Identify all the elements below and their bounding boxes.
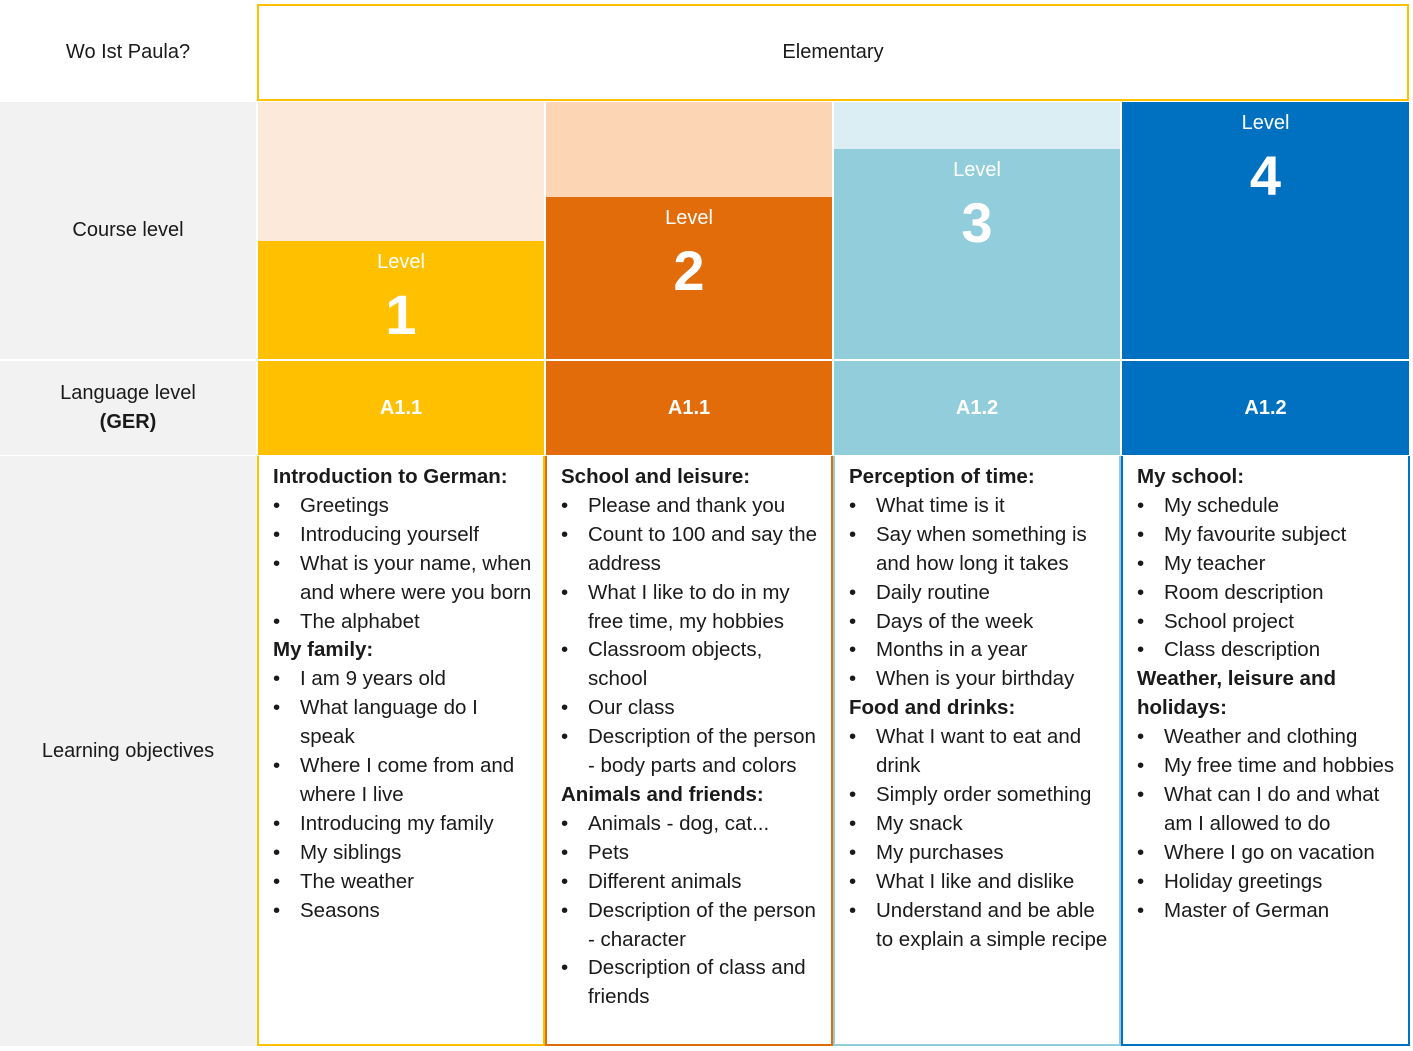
section-title: Perception of time: xyxy=(849,465,1035,488)
section-title: School and leisure: xyxy=(561,465,751,488)
section-title: Weather, leisure and holidays: xyxy=(1137,667,1337,720)
objective-item: My snack xyxy=(849,810,1119,839)
objectives-level-3: Perception of time: What time is it Say … xyxy=(833,456,1121,1046)
ger-level-4: A1.2 xyxy=(1122,361,1409,455)
ger-level-3-value: A1.2 xyxy=(955,396,999,419)
course-level-label: Course level xyxy=(72,219,184,241)
section-title: Introduction to German: xyxy=(273,465,508,488)
section-title: My school: xyxy=(1137,465,1245,488)
ger-level-1: A1.1 xyxy=(258,361,544,455)
ger-level-2-value: A1.1 xyxy=(667,396,711,419)
objectives-level-1: Introduction to German: Greetings Introd… xyxy=(257,456,545,1046)
language-level-label: Language level xyxy=(60,382,196,404)
objective-item: When is your birthday xyxy=(849,665,1119,694)
objective-item: Days of the week xyxy=(849,608,1119,637)
objective-item: My purchases xyxy=(849,839,1119,868)
objectives-level-2: School and leisure: Please and thank you… xyxy=(545,456,833,1046)
objective-item: Months in a year xyxy=(849,636,1119,665)
level-2-block: Level 2 xyxy=(546,197,832,359)
ger-level-1-value: A1.1 xyxy=(379,396,423,419)
objective-item: Classroom objects, school xyxy=(561,636,831,694)
objective-item: What I like to do in my free time, my ho… xyxy=(561,579,831,637)
row-header-course-level: Course level xyxy=(0,102,256,359)
objective-item: Animals - dog, cat... xyxy=(561,810,831,839)
section-title: Food and drinks: xyxy=(849,696,1016,720)
ger-level-2: A1.1 xyxy=(546,361,832,455)
objective-list: Greetings Introducing yourself What is y… xyxy=(273,492,543,637)
objective-item: Greetings xyxy=(273,492,543,521)
objective-item: Weather and clothing xyxy=(1137,723,1408,752)
objective-item: What I want to eat and drink xyxy=(849,723,1119,781)
objective-item: My siblings xyxy=(273,839,543,868)
objective-item: I am 9 years old xyxy=(273,665,543,694)
section-title: My family: xyxy=(273,638,374,662)
objective-list: I am 9 years old What language do I spea… xyxy=(273,665,543,925)
objective-item: Daily routine xyxy=(849,579,1119,608)
objective-item: What is your name, when and where were y… xyxy=(273,550,543,608)
level-4-word: Level xyxy=(1241,112,1290,134)
level-2-number: 2 xyxy=(673,239,705,302)
objective-list: My schedule My favourite subject My teac… xyxy=(1137,492,1408,665)
ger-level-4-value: A1.2 xyxy=(1244,396,1287,419)
objective-item: Holiday greetings xyxy=(1137,868,1408,897)
level-3-block: Level 3 xyxy=(834,149,1120,359)
level-2-word: Level xyxy=(665,207,713,229)
objective-item: What can I do and what am I allowed to d… xyxy=(1137,781,1408,839)
level-4-number: 4 xyxy=(1249,144,1282,207)
section-title: Animals and friends: xyxy=(561,782,764,806)
ger-level-3: A1.2 xyxy=(834,361,1120,455)
level-3-number: 3 xyxy=(961,191,993,254)
objective-item: My favourite subject xyxy=(1137,521,1408,550)
objective-item: School project xyxy=(1137,608,1408,637)
objective-list: Please and thank you Count to 100 and sa… xyxy=(561,492,831,781)
objective-item: Introducing my family xyxy=(273,810,543,839)
objective-item: What I like and dislike xyxy=(849,868,1119,897)
objective-list: What time is it Say when something is an… xyxy=(849,492,1119,694)
row-header-learning-objectives: Learning objectives xyxy=(0,456,256,1046)
objective-item: Our class xyxy=(561,694,831,723)
objectives-level-4: My school: My schedule My favourite subj… xyxy=(1121,456,1410,1046)
objective-item: Pets xyxy=(561,839,831,868)
objective-item: What time is it xyxy=(849,492,1119,521)
objective-item: Where I come from and where I live xyxy=(273,752,543,810)
level-1-word: Level xyxy=(377,251,425,273)
objective-item: Master of German xyxy=(1137,897,1408,926)
objective-item: Class description xyxy=(1137,636,1408,665)
objective-list: Animals - dog, cat... Pets Different ani… xyxy=(561,810,831,1012)
level-1-block: Level 1 xyxy=(258,241,544,359)
learning-objectives-label: Learning objectives xyxy=(41,739,215,762)
level-3-word: Level xyxy=(953,159,1001,181)
objective-item: Say when something is and how long it ta… xyxy=(849,521,1119,579)
objective-item: My free time and hobbies xyxy=(1137,752,1408,781)
objective-item: My teacher xyxy=(1137,550,1408,579)
objective-item: Description of the person - character xyxy=(561,897,831,955)
objective-list: Weather and clothing My free time and ho… xyxy=(1137,723,1408,925)
objective-item: The alphabet xyxy=(273,608,543,637)
objective-item: My schedule xyxy=(1137,492,1408,521)
objective-item: Where I go on vacation xyxy=(1137,839,1408,868)
objective-item: Please and thank you xyxy=(561,492,831,521)
objective-item: Description of class and friends xyxy=(561,954,831,1012)
objective-list: What I want to eat and drink Simply orde… xyxy=(849,723,1119,954)
objective-item: The weather xyxy=(273,868,543,897)
objective-item: Introducing yourself xyxy=(273,521,543,550)
objective-item: Simply order something xyxy=(849,781,1119,810)
objective-item: Understand and be able to explain a simp… xyxy=(849,897,1119,955)
row-header-title: Wo Ist Paula? xyxy=(0,4,256,101)
objective-item: Room description xyxy=(1137,579,1408,608)
objective-item: What language do I speak xyxy=(273,694,543,752)
title-row-label: Wo Ist Paula? xyxy=(65,41,191,63)
objective-item: Description of the person - body parts a… xyxy=(561,723,831,781)
program-level-name: Elementary xyxy=(782,41,884,63)
objective-item: Seasons xyxy=(273,897,543,926)
ger-label: (GER) xyxy=(99,411,157,433)
level-1-number: 1 xyxy=(385,283,417,346)
row-header-language-level: Language level (GER) xyxy=(0,361,256,455)
objective-item: Count to 100 and say the address xyxy=(561,521,831,579)
objective-item: Different animals xyxy=(561,868,831,897)
level-4-block: Level 4 xyxy=(1122,102,1409,359)
program-title-cell: Elementary xyxy=(257,4,1409,101)
